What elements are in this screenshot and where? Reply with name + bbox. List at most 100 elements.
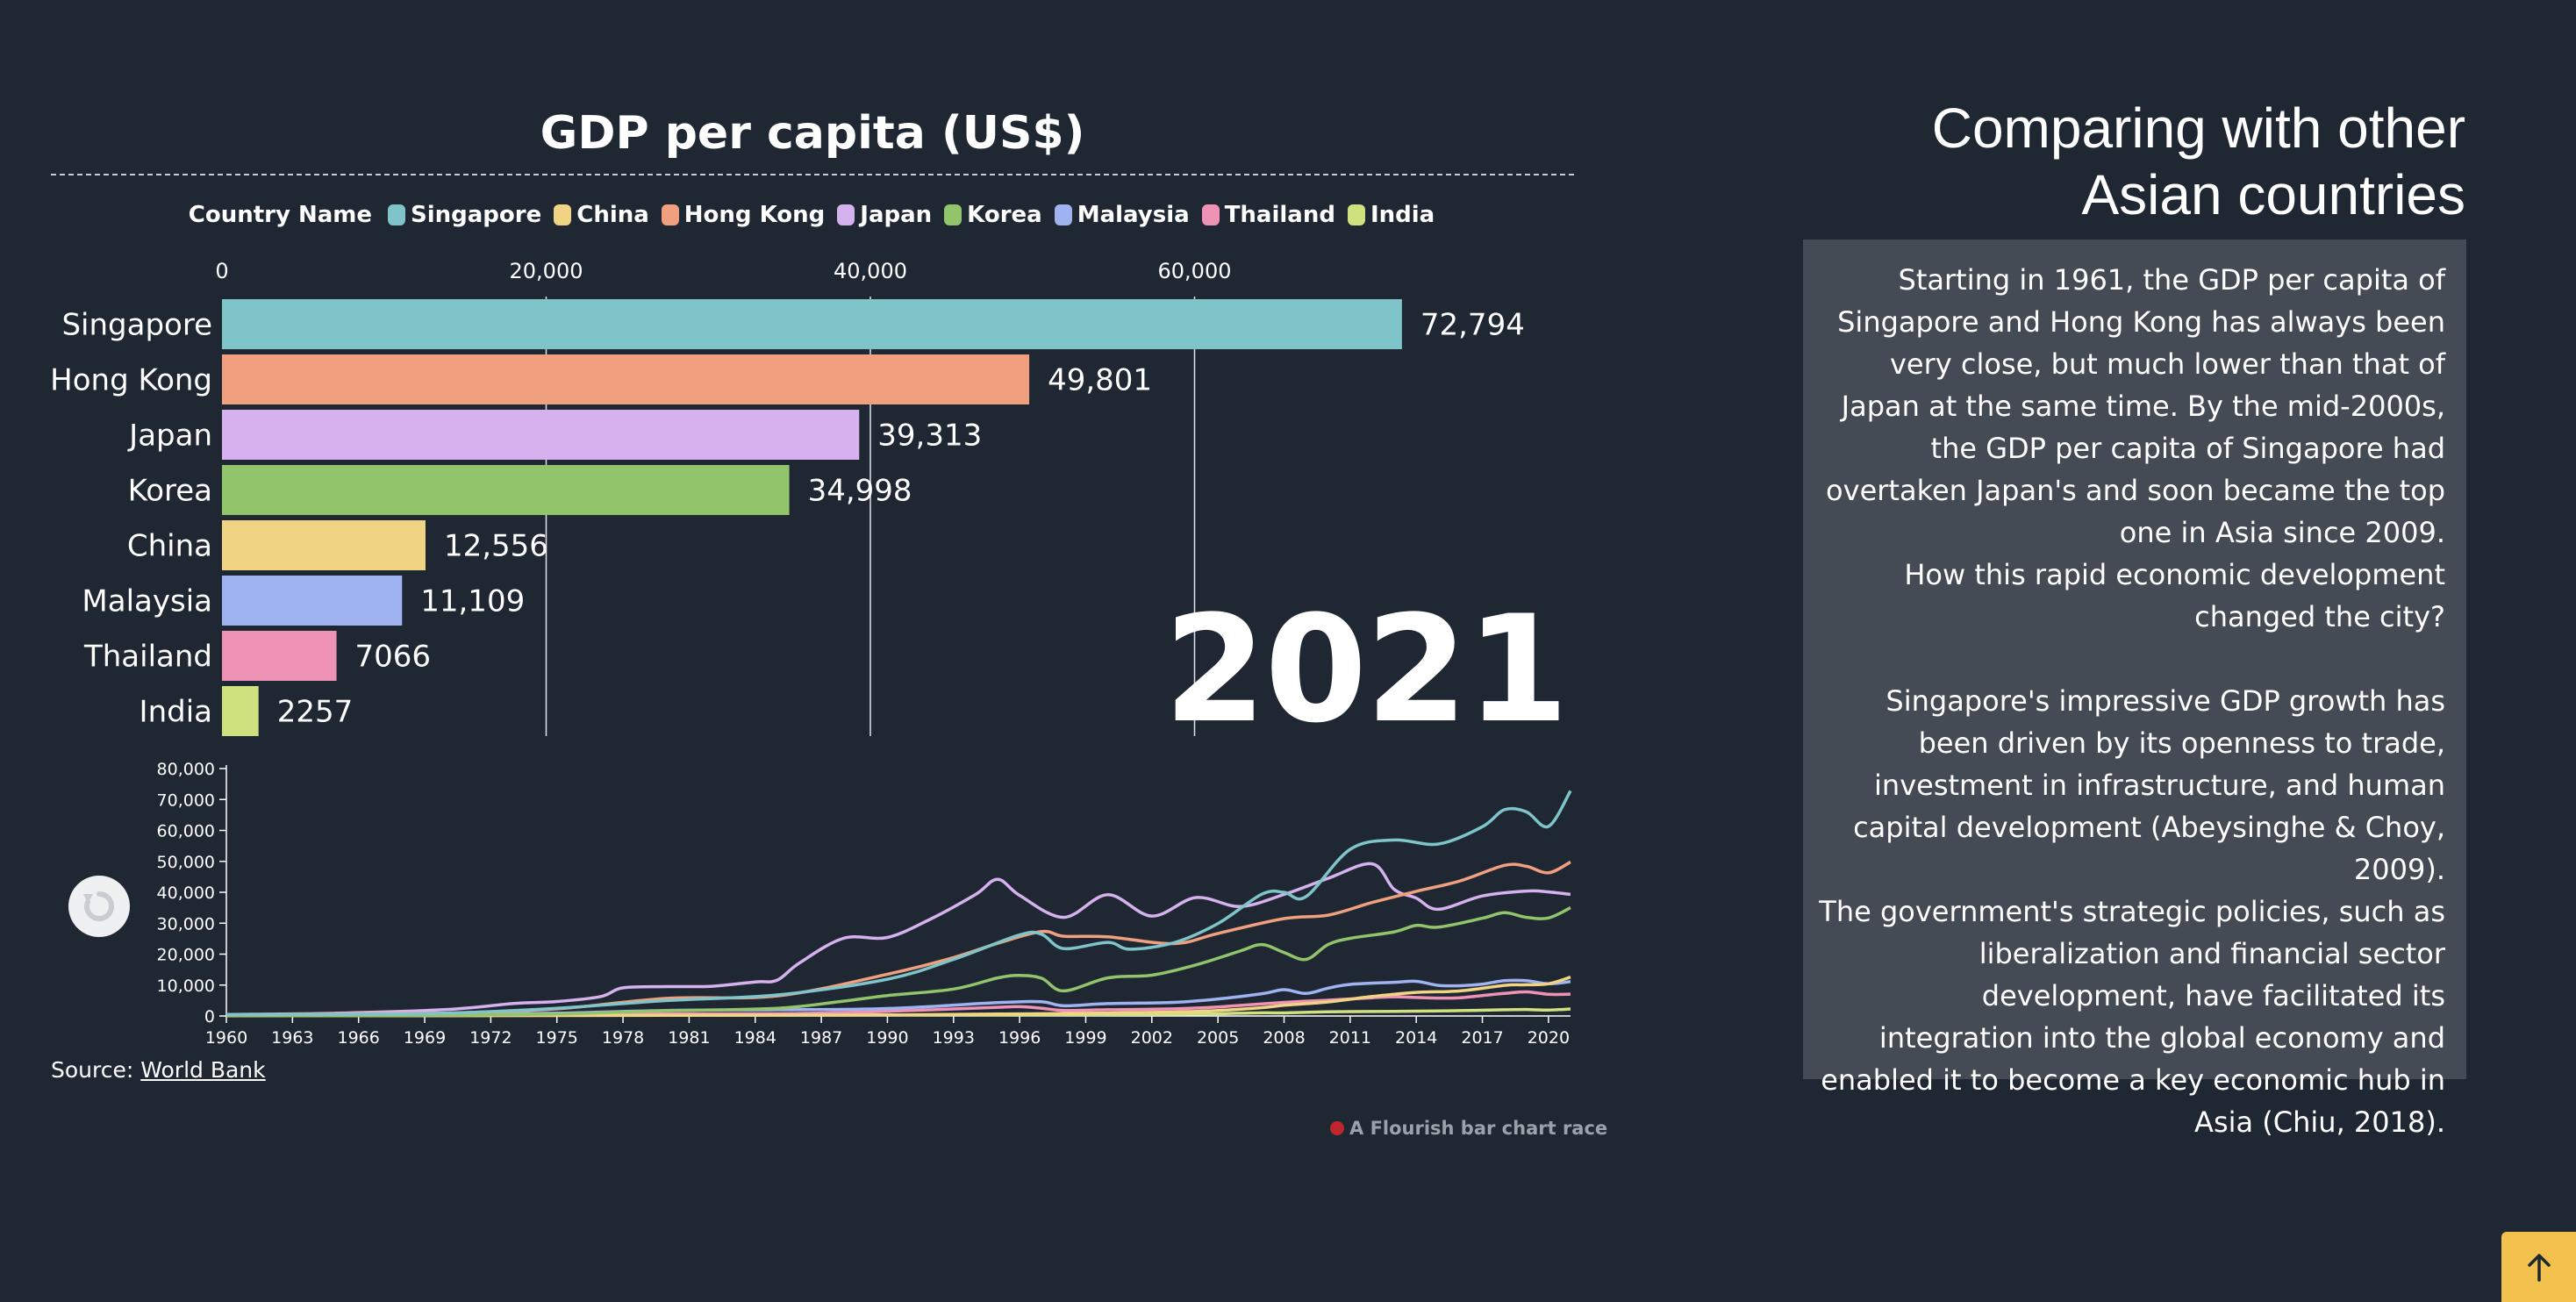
y-tick-label: 70,000 (157, 790, 215, 810)
legend-swatch (1054, 204, 1072, 225)
x-tick-label: 40,000 (834, 259, 907, 283)
bar[interactable] (222, 631, 337, 681)
legend-item[interactable]: Japan (837, 202, 932, 228)
bar-category-label: Singapore (61, 308, 212, 343)
x-tick-label: 2005 (1197, 1028, 1239, 1048)
title-divider (51, 174, 1574, 175)
legend-label: Thailand (1224, 202, 1335, 228)
side-heading-line-2: Asian countries (2081, 163, 2465, 226)
legend-title: Country Name (188, 202, 372, 228)
y-tick-label: 80,000 (157, 760, 215, 779)
bar-chart: 0 20,000 40,000 60,000 Singapore 72,794 Hong K… (50, 259, 1525, 736)
x-tick-label: 1972 (469, 1028, 512, 1048)
arrow-up-icon (2527, 1254, 2551, 1282)
bar-value-label: 39,313 (877, 418, 982, 454)
legend: Country Name Singapore China Hong Kong Japa… (0, 202, 1623, 228)
x-tick-label: 1960 (205, 1028, 247, 1048)
x-tick-label: 1963 (271, 1028, 313, 1048)
x-tick-label: 1978 (602, 1028, 644, 1048)
side-heading: Comparing with other Asian countries (1799, 95, 2465, 228)
bar[interactable] (222, 410, 860, 460)
legend-swatch (837, 204, 855, 225)
legend-label: Malaysia (1077, 202, 1190, 228)
bar-category-label: India (140, 695, 212, 730)
line-series-thailand[interactable] (225, 990, 1571, 1018)
y-tick-label: 40,000 (157, 884, 215, 903)
side-paragraph-2: How this rapid economic development chan… (1904, 558, 2445, 633)
x-tick-label: 2002 (1131, 1028, 1173, 1048)
chart-title: GDP per capita (US$) (540, 107, 1085, 160)
bar-category-label: Malaysia (82, 584, 212, 619)
legend-item[interactable]: China (554, 202, 649, 228)
bar-value-label: 7066 (355, 640, 432, 675)
bar-value-label: 12,556 (444, 529, 548, 564)
x-tick-label: 1984 (734, 1028, 776, 1048)
legend-label: Hong Kong (683, 202, 826, 228)
legend-swatch (944, 204, 962, 225)
x-tick-label: 2008 (1263, 1028, 1305, 1048)
flourish-credit[interactable]: A Flourish bar chart race (1330, 1118, 1607, 1139)
x-tick-label: 1975 (536, 1028, 578, 1048)
legend-swatch (388, 204, 405, 225)
legend-item[interactable]: Malaysia (1054, 202, 1190, 228)
legend-swatch (1347, 204, 1365, 225)
line-chart: 0 10,000 20,000 30,000 40,000 50,000 60,000 70,… (157, 760, 1572, 1048)
replay-button[interactable] (68, 876, 130, 937)
legend-item[interactable]: India (1347, 202, 1435, 228)
side-panel: Starting in 1961, the GDP per capita of … (1803, 240, 2466, 1139)
x-tick-label: 1966 (338, 1028, 380, 1048)
y-tick-label: 0 (204, 1007, 215, 1027)
bar-value-label: 34,998 (808, 474, 912, 509)
x-tick-label: 60,000 (1158, 259, 1232, 283)
bar-value-label: 49,801 (1048, 363, 1152, 398)
bar[interactable] (222, 465, 790, 515)
scroll-top-button[interactable] (2501, 1232, 2576, 1302)
y-tick-label: 50,000 (157, 853, 215, 872)
bar-category-label: Japan (127, 418, 212, 454)
bar[interactable] (222, 520, 426, 570)
x-tick-label: 1993 (933, 1028, 975, 1048)
bar[interactable] (222, 576, 403, 626)
legend-item[interactable]: Singapore (388, 202, 541, 228)
year-label: 2021 (1163, 583, 1569, 755)
x-tick-label: 1981 (668, 1028, 710, 1048)
x-tick-label: 0 (215, 259, 228, 283)
y-tick-label: 30,000 (157, 914, 215, 934)
legend-label: India (1370, 202, 1435, 228)
source-prefix: Source: (51, 1057, 134, 1083)
x-tick-label: 1996 (998, 1028, 1041, 1048)
side-paragraph-4: The government's strategic policies, suc… (1819, 895, 2445, 1139)
line-series-korea[interactable] (225, 906, 1571, 1018)
x-tick-label: 2017 (1461, 1028, 1503, 1048)
bar[interactable] (222, 686, 259, 736)
line-series-singapore[interactable] (225, 790, 1572, 1017)
legend-item[interactable]: Thailand (1201, 202, 1335, 228)
line-series-japan[interactable] (225, 862, 1571, 1017)
x-tick-label: 1990 (866, 1028, 908, 1048)
bar-value-label: 2257 (277, 695, 354, 730)
side-heading-line-1: Comparing with other (1931, 97, 2465, 160)
x-tick-label: 1999 (1064, 1028, 1106, 1048)
bar-category-label: Hong Kong (50, 363, 212, 398)
legend-swatch (554, 204, 572, 225)
legend-item[interactable]: Hong Kong (661, 202, 826, 228)
legend-swatch (661, 204, 679, 225)
paragraph-gap (1819, 638, 2445, 680)
source-link[interactable]: World Bank (140, 1057, 266, 1083)
bar-category-label: China (127, 529, 212, 564)
side-paragraph-1: Starting in 1961, the GDP per capita of … (1826, 263, 2445, 549)
y-tick-label: 10,000 (157, 976, 215, 996)
line-series-china[interactable] (225, 976, 1571, 1018)
y-tick-label: 60,000 (157, 822, 215, 841)
bar[interactable] (222, 299, 1402, 349)
source-note: Source: World Bank (51, 1057, 266, 1083)
legend-label: Singapore (411, 202, 542, 228)
bar-value-label: 11,109 (420, 584, 525, 619)
x-tick-label: 1987 (800, 1028, 842, 1048)
legend-item[interactable]: Korea (944, 202, 1042, 228)
flourish-dot-icon (1330, 1121, 1344, 1135)
x-tick-label: 2020 (1528, 1028, 1570, 1048)
x-tick-label: 2014 (1395, 1028, 1437, 1048)
line-series-hong-kong[interactable] (225, 860, 1571, 1017)
bar[interactable] (222, 354, 1030, 404)
